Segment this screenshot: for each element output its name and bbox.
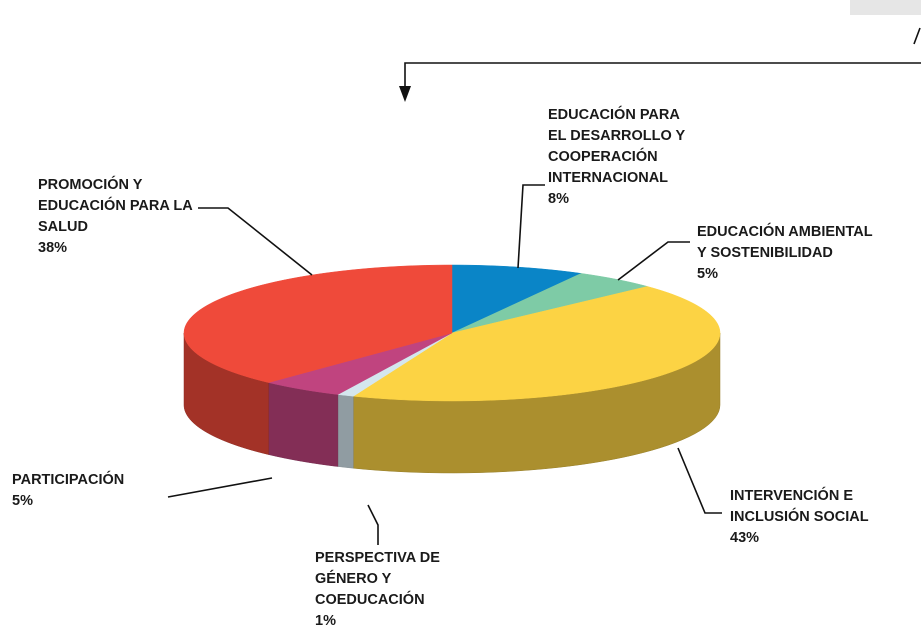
category-name: EDUCACIÓN AMBIENTAL Y SOSTENIBILIDAD bbox=[697, 224, 873, 261]
corner-mark bbox=[913, 27, 921, 45]
value-label: 5% bbox=[697, 266, 718, 282]
slice bbox=[352, 286, 721, 402]
value-label: 8% bbox=[548, 191, 569, 207]
leader-line bbox=[167, 477, 273, 498]
category-name: PARTICIPACIÓN bbox=[12, 472, 125, 488]
slice-label: EDUCACIÓN PARA EL DESARROLLO Y COOPERACI… bbox=[548, 105, 685, 210]
slice-side bbox=[268, 382, 339, 467]
leader-line bbox=[677, 447, 722, 514]
slice bbox=[451, 273, 648, 334]
slice bbox=[183, 264, 453, 383]
value-label: 5% bbox=[12, 493, 33, 509]
value-label: 1% bbox=[315, 613, 336, 629]
slice-side bbox=[337, 394, 354, 469]
slice-label: PARTICIPACIÓN 5% bbox=[12, 470, 124, 512]
arrow-head bbox=[399, 86, 411, 102]
category-name: PROMOCIÓN Y EDUCACIÓN PARA LA SALUD bbox=[38, 177, 193, 235]
slice bbox=[268, 332, 453, 395]
slice-label: EDUCACIÓN AMBIENTAL Y SOSTENIBILIDAD 5% bbox=[697, 222, 873, 285]
category-name: EDUCACIÓN PARA EL DESARROLLO Y COOPERACI… bbox=[548, 107, 686, 186]
value-label: 38% bbox=[38, 240, 68, 256]
slice-label: INTERVENCIÓN E INCLUSIÓN SOCIAL 43% bbox=[730, 486, 869, 549]
category-name: PERSPECTIVA DE GÉNERO Y COEDUCACIÓN bbox=[315, 550, 440, 608]
pie bbox=[183, 264, 721, 474]
slice-label: PERSPECTIVA DE GÉNERO Y COEDUCACIÓN 1% bbox=[315, 548, 440, 632]
slice-label: PROMOCIÓN Y EDUCACIÓN PARA LA SALUD 38% bbox=[38, 175, 193, 259]
leader-line bbox=[198, 207, 313, 276]
leader-line bbox=[617, 241, 690, 281]
corner-box bbox=[850, 0, 921, 15]
leader-line bbox=[367, 504, 379, 545]
value-label: 43% bbox=[730, 530, 760, 546]
arrow-line bbox=[404, 62, 921, 92]
category-name: INTERVENCIÓN E INCLUSIÓN SOCIAL bbox=[730, 488, 869, 525]
leader-line bbox=[517, 184, 545, 269]
